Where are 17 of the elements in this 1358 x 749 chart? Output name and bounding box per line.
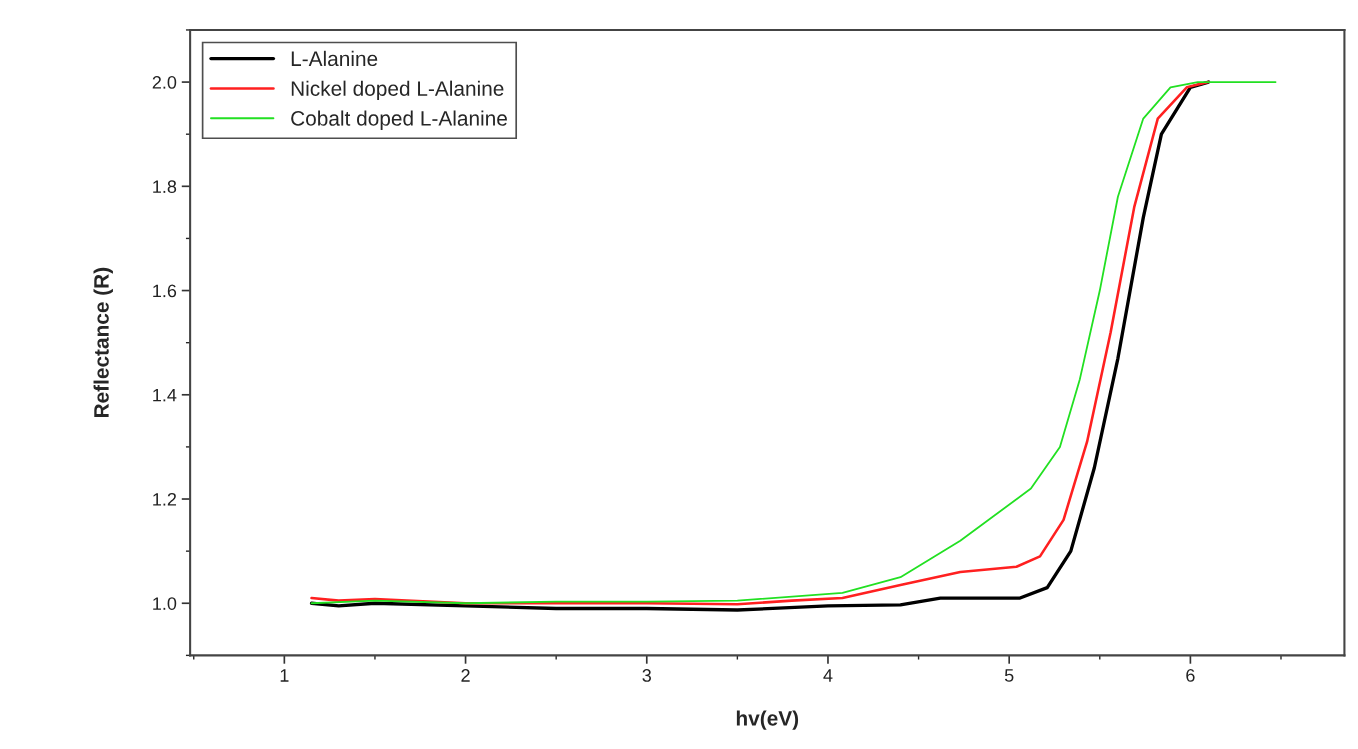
y-tick-label: 1.2 (153, 492, 177, 506)
y-tick-label: 1.8 (153, 180, 177, 194)
x-tick-label: 4 (823, 669, 833, 682)
y-tick-label: 1.0 (153, 597, 177, 610)
x-tick-label: 2 (461, 669, 470, 682)
y-axis-title: Reflectance (R) (93, 267, 113, 418)
x-axis-title: hv(eV) (736, 710, 799, 730)
x-tick-label: 6 (1186, 669, 1195, 682)
y-tick-label: 1.4 (153, 388, 177, 402)
x-tick-label: 1 (280, 669, 289, 682)
legend-label: Nickel doped L-Alanine (291, 80, 504, 101)
legend-label: Cobalt doped L-Alanine (291, 110, 507, 130)
y-tick-label: 2.0 (152, 76, 177, 89)
x-tick-label: 3 (642, 669, 651, 682)
legend-label: L-Alanine (291, 50, 378, 67)
x-tick-label: 5 (1004, 669, 1014, 682)
y-tick-label: 1.6 (153, 284, 177, 298)
